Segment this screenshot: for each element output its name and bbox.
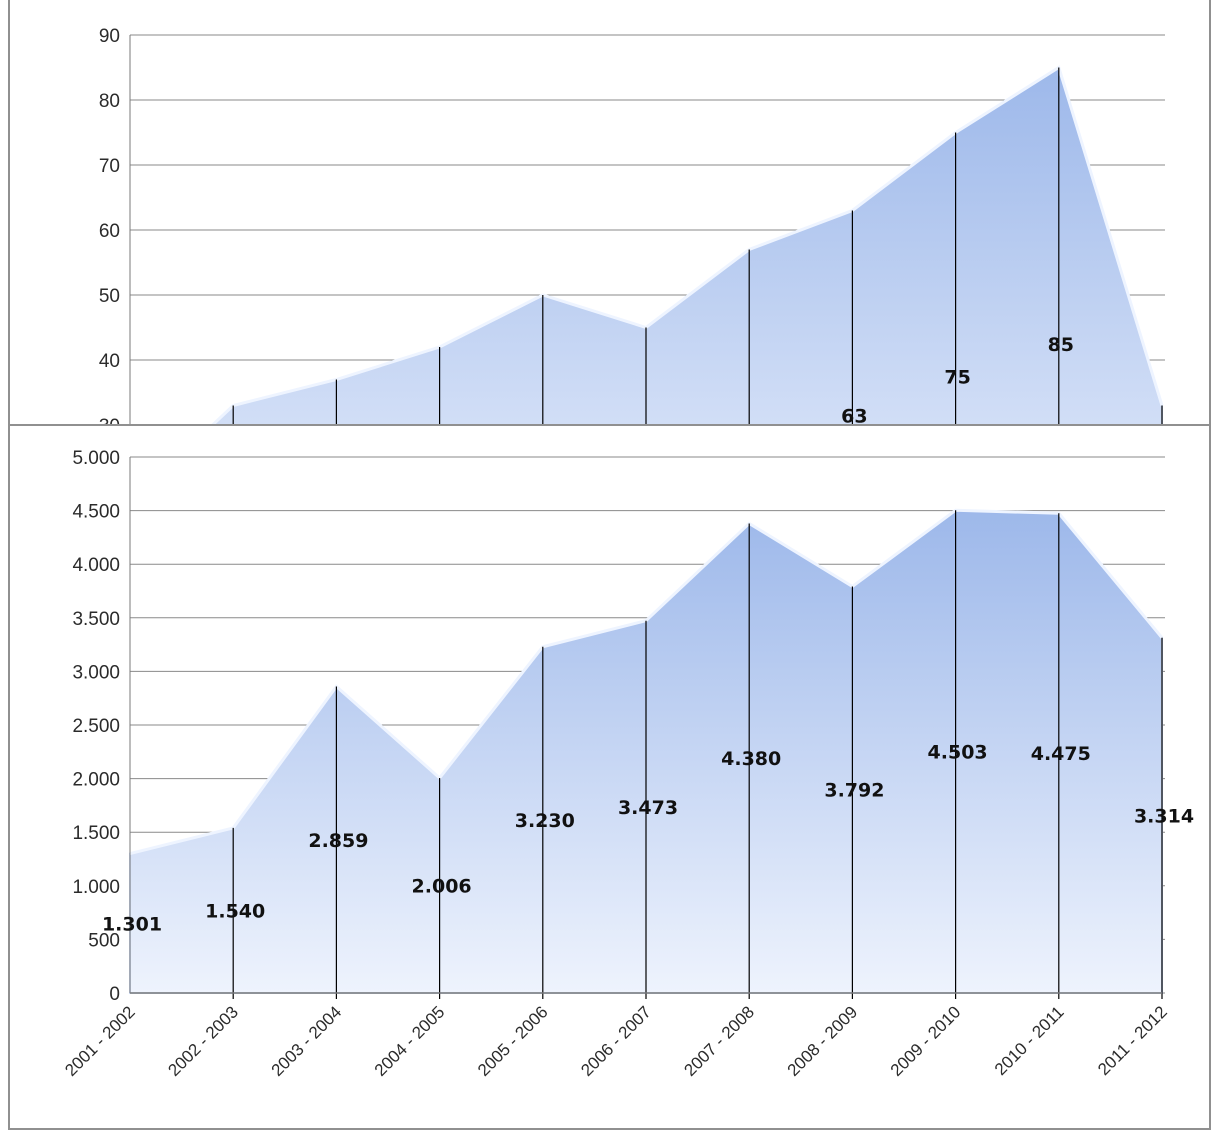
bottom-x-tick-label: 2007 - 2008 (680, 1002, 758, 1080)
bottom-x-tick-label: 2009 - 2010 (887, 1002, 965, 1080)
top-chart-panel: 0102030405060708090637585 (8, 0, 1211, 432)
bottom-data-label: 3.230 (515, 810, 575, 832)
top-y-tick-label: 80 (99, 91, 120, 112)
top-area-chart: 0102030405060708090637585 (99, 26, 1165, 430)
top-y-tick-label: 60 (99, 221, 120, 242)
bottom-x-tick-label: 2001 - 2002 (61, 1002, 139, 1080)
bottom-data-label: 4.475 (1031, 743, 1091, 765)
bottom-x-tick-label: 2004 - 2005 (371, 1002, 449, 1080)
bottom-x-tick-label: 2003 - 2004 (268, 1002, 346, 1080)
bottom-x-tick-label: 2002 - 2003 (164, 1002, 242, 1080)
bottom-x-tick-label: 2011 - 2012 (1094, 1002, 1171, 1079)
top-data-label: 85 (1048, 334, 1074, 356)
bottom-data-label: 1.540 (205, 900, 265, 922)
bottom-area-chart: 0 500 1.000 1.500 2.000 2.500 3.000 3.500 4.000 4… (61, 448, 1194, 1080)
bottom-y-tick-label: 3.000 (72, 662, 120, 683)
top-y-tick-label: 50 (99, 286, 120, 307)
bottom-y-tick-label: 5.000 (72, 448, 120, 469)
bottom-y-tick-label: 0 (109, 984, 120, 1005)
bottom-x-tick-label: 2005 - 2006 (474, 1002, 552, 1080)
top-y-tick-label: 70 (99, 156, 120, 177)
bottom-data-label: 2.859 (308, 830, 368, 852)
top-data-label: 75 (944, 366, 970, 388)
bottom-data-label: 3.314 (1134, 805, 1194, 827)
bottom-data-label: 1.301 (102, 913, 162, 935)
bottom-data-label: 3.473 (618, 797, 678, 819)
top-data-label: 63 (841, 405, 867, 427)
bottom-y-tick-label: 4.500 (72, 502, 120, 523)
bottom-y-tick-label: 2.000 (72, 770, 120, 791)
bottom-y-tick-label: 500 (88, 930, 120, 951)
bottom-chart-panel: 0 500 1.000 1.500 2.000 2.500 3.000 3.500 4.000 4… (8, 424, 1211, 1130)
bottom-data-label: 3.792 (824, 780, 884, 802)
top-y-tick-label: 90 (99, 26, 120, 47)
bottom-y-tick-label: 3.500 (72, 609, 120, 630)
bottom-x-tick-label: 2008 - 2009 (784, 1002, 862, 1080)
bottom-data-label: 2.006 (412, 875, 472, 897)
bottom-data-label: 4.380 (721, 748, 781, 770)
bottom-y-tick-label: 1.500 (72, 823, 120, 844)
top-y-tick-label: 40 (99, 351, 120, 372)
bottom-data-label: 4.503 (928, 742, 988, 764)
bottom-y-tick-label: 2.500 (72, 716, 120, 737)
bottom-x-tick-label: 2006 - 2007 (577, 1002, 655, 1080)
bottom-x-tick-label: 2010 - 2011 (991, 1002, 1068, 1079)
bottom-y-tick-label: 1.000 (72, 877, 120, 898)
bottom-y-tick-label: 4.000 (72, 555, 120, 576)
